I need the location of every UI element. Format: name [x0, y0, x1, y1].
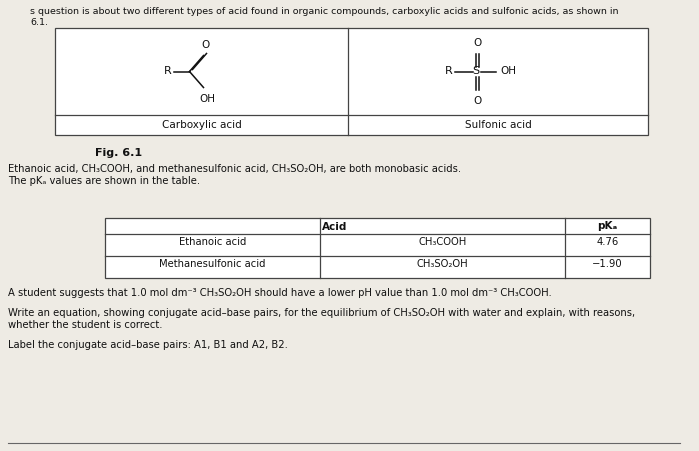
Text: O: O	[473, 96, 482, 106]
Text: Carboxylic acid: Carboxylic acid	[161, 120, 241, 130]
Text: A student suggests that 1.0 mol dm⁻³ CH₃SO₂OH should have a lower pH value than : A student suggests that 1.0 mol dm⁻³ CH₃…	[8, 288, 552, 298]
Text: Write an equation, showing conjugate acid–base pairs, for the equilibrium of CH₃: Write an equation, showing conjugate aci…	[8, 308, 635, 318]
Text: S: S	[473, 66, 480, 77]
Text: Fig. 6.1: Fig. 6.1	[95, 148, 142, 158]
Text: Ethanoic acid: Ethanoic acid	[179, 237, 246, 247]
Text: Acid: Acid	[322, 222, 347, 232]
Text: The pKₐ values are shown in the table.: The pKₐ values are shown in the table.	[8, 176, 200, 186]
Text: −1.90: −1.90	[592, 259, 623, 269]
Text: Label the conjugate acid–base pairs: A1, B1 and A2, B2.: Label the conjugate acid–base pairs: A1,…	[8, 340, 288, 350]
Text: OH: OH	[500, 66, 516, 77]
Text: 4.76: 4.76	[596, 237, 619, 247]
Text: whether the student is correct.: whether the student is correct.	[8, 320, 162, 330]
Text: Sulfonic acid: Sulfonic acid	[465, 120, 531, 130]
Text: pKₐ: pKₐ	[598, 221, 618, 231]
Text: s question is about two different types of acid found in organic compounds, carb: s question is about two different types …	[30, 7, 619, 16]
Text: 6.1.: 6.1.	[30, 18, 48, 27]
Text: Methanesulfonic acid: Methanesulfonic acid	[159, 259, 266, 269]
Text: CH₃SO₂OH: CH₃SO₂OH	[417, 259, 468, 269]
Bar	[105, 218, 650, 278]
Text: R: R	[445, 66, 453, 77]
Text: Ethanoic acid, CH₃COOH, and methanesulfonic acid, CH₃SO₂OH, are both monobasic a: Ethanoic acid, CH₃COOH, and methanesulfo…	[8, 164, 461, 174]
Text: OH: OH	[199, 93, 215, 103]
Text: O: O	[473, 37, 482, 47]
Text: O: O	[201, 40, 210, 50]
Text: CH₃COOH: CH₃COOH	[419, 237, 467, 247]
Text: R: R	[164, 66, 171, 77]
Bar	[55, 28, 648, 135]
